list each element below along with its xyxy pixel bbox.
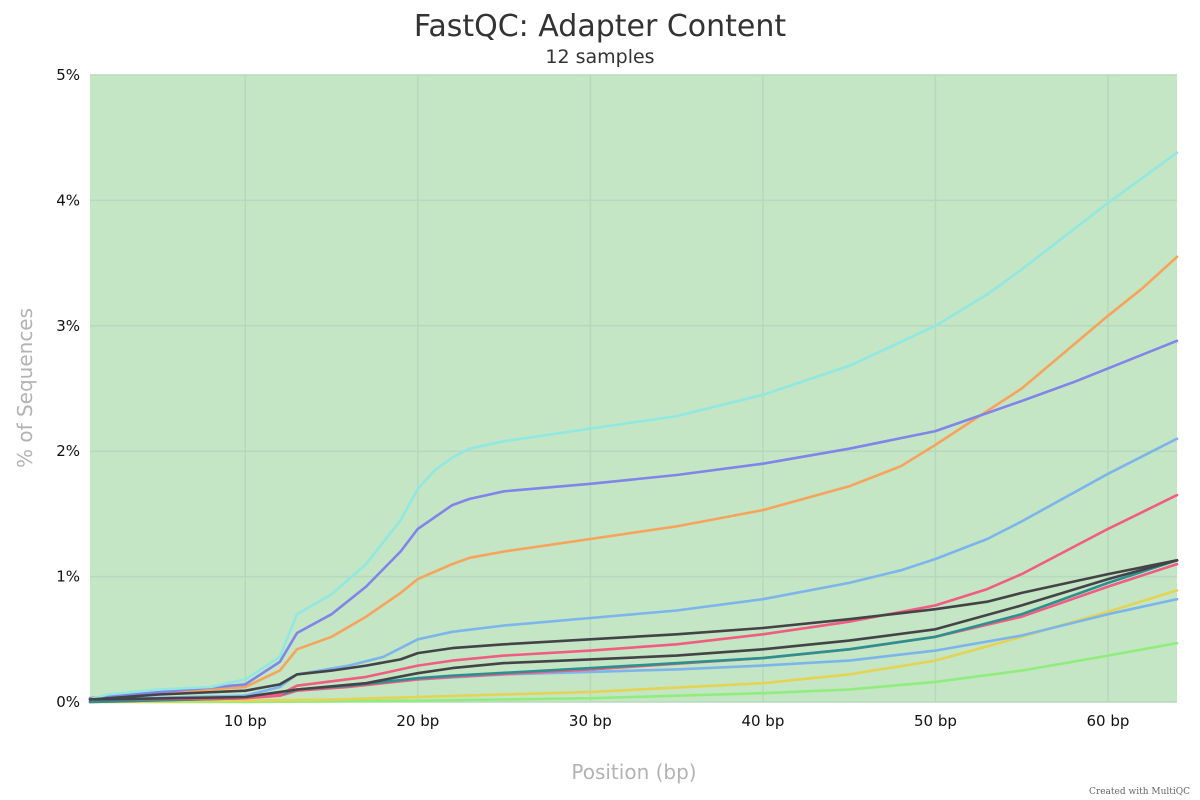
y-tick-label: 5%: [56, 66, 80, 84]
series-line[interactable]: [88, 641, 1179, 704]
y-tick-label: 0%: [56, 693, 80, 711]
grid-lines: [90, 74, 1177, 703]
series-line[interactable]: [88, 339, 1179, 700]
x-tick-label: 10 bp: [224, 712, 267, 730]
y-tick-label: 1%: [56, 568, 80, 586]
series-line[interactable]: [88, 559, 1179, 701]
x-tick-label: 50 bp: [914, 712, 957, 730]
chart-title: FastQC: Adapter Content: [414, 9, 787, 44]
series-line[interactable]: [88, 493, 1179, 701]
y-tick-label: 2%: [56, 442, 80, 460]
credit-text: Created with MultiQC: [1089, 787, 1190, 797]
x-tick-label: 20 bp: [396, 712, 439, 730]
chart-subtitle: 12 samples: [545, 46, 654, 68]
series-line[interactable]: [88, 151, 1179, 701]
x-axis: 10 bp 20 bp 30 bp 40 bp 50 bp 60 bp: [224, 712, 1130, 730]
pass-band: [90, 75, 1177, 702]
x-tick-label: 40 bp: [741, 712, 784, 730]
y-axis: 0% 1% 2% 3% 4% 5%: [56, 66, 80, 711]
x-axis-title: Position (bp): [571, 760, 696, 784]
x-tick-label: 30 bp: [569, 712, 612, 730]
y-axis-title: % of Sequences: [13, 308, 37, 468]
x-tick-label: 60 bp: [1087, 712, 1130, 730]
series-layer: [88, 151, 1179, 704]
y-tick-label: 3%: [56, 317, 80, 335]
series-line[interactable]: [88, 255, 1179, 700]
y-tick-label: 4%: [56, 191, 80, 209]
series-line[interactable]: [88, 559, 1179, 701]
